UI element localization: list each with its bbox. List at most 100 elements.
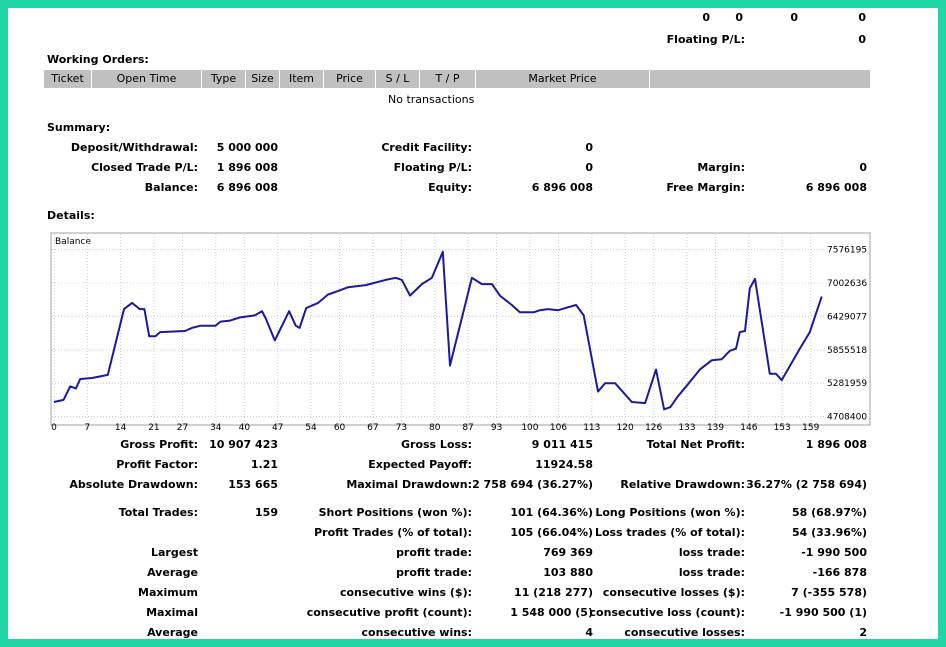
x-tick-label: 93 [491,423,502,430]
field-label: Maximal Drawdown: [346,478,472,491]
field-value: 54 (33.96%) [791,526,867,539]
x-tick-label: 67 [367,423,378,430]
y-tick-label: 7002636 [827,279,867,289]
column-header: Price [324,70,376,88]
x-tick-label: 54 [305,423,317,430]
field-value: 1 548 000 (5) [510,606,593,619]
x-tick-label: 133 [678,423,695,430]
field-label: Equity: [428,181,472,194]
x-tick-label: 80 [429,423,441,430]
field-value: 159 [255,506,278,519]
field-label: consecutive losses: [624,626,745,639]
x-tick-label: 126 [645,423,662,430]
field-label: loss trade: [678,566,745,579]
field-label: consecutive wins: [361,626,472,639]
field-label: Average [147,566,198,579]
column-header: Item [280,70,324,88]
y-tick-label: 7576195 [827,246,867,256]
field-value: 0 [859,161,867,174]
x-tick-label: 153 [774,423,791,430]
y-tick-label: 5281959 [827,379,867,389]
field-label: Floating P/L: [393,161,472,174]
field-label: Free Margin: [666,181,745,194]
balance-chart: Balance 4708400 5281959 5855518 6429077 7002… [50,232,871,430]
field-value: 58 (68.97%) [791,506,867,519]
section-title: Details: [47,209,95,222]
field-value: 7 (-355 578) [791,586,867,599]
field-label: Margin: [697,161,745,174]
chart-title: Balance [55,237,91,247]
field-label: Largest [151,546,198,559]
field-label: Loss trades (% of total): [594,526,745,539]
field-value: 105 (66.04%) [510,526,593,539]
y-tick-label: 5855518 [827,346,867,356]
balance-line [53,250,823,411]
field-value: 2 758 694 (36.27%) [472,478,593,491]
field-value: 2 [859,626,867,639]
field-value: 1 896 008 [216,161,278,174]
field-value: 1.21 [250,458,278,471]
field-value: 0 [585,141,593,154]
field-label: Absolute Drawdown: [69,478,198,491]
field-label: Maximal [146,606,198,619]
x-tick-label: 21 [148,423,159,430]
field-label: Profit Trades (% of total): [314,526,472,539]
field-value: 0 [585,161,593,174]
y-tick-label: 6429077 [827,312,867,322]
x-tick-label: 34 [210,423,222,430]
x-tick-label: 0 [51,423,57,430]
field-value: -1 990 500 (1) [779,606,867,619]
field-label: Short Positions (won %): [318,506,472,519]
field-label: consecutive profit (count): [306,606,472,619]
field-value: 769 369 [543,546,593,559]
field-value: 101 (64.36%) [510,506,593,519]
x-tick-label: 40 [239,423,251,430]
field-value: 11924.58 [535,458,593,471]
top-value: 0 [790,11,798,24]
field-value: 5 000 000 [216,141,278,154]
top-value: 0 [858,33,866,46]
chart-frame [50,232,871,426]
field-value: 153 665 [228,478,278,491]
x-tick-label: 73 [396,423,407,430]
x-tick-label: 120 [617,423,634,430]
column-header: T / P [420,70,476,88]
field-value: 9 011 415 [531,438,593,451]
top-label: Floating P/L: [666,33,745,46]
column-header: Type [202,70,246,88]
x-tick-label: 159 [802,423,819,430]
field-value: 6 896 008 [531,181,593,194]
field-label: Average [147,626,198,639]
field-label: Gross Loss: [401,438,472,451]
field-label: Long Positions (won %): [595,506,745,519]
x-tick-label: 14 [115,423,127,430]
x-tick-label: 47 [272,423,283,430]
field-label: Closed Trade P/L: [91,161,198,174]
field-label: Profit Factor: [116,458,198,471]
field-label: profit trade: [396,566,472,579]
field-label: profit trade: [396,546,472,559]
field-value: 6 896 008 [216,181,278,194]
column-header: Ticket [44,70,92,88]
field-label: Relative Drawdown: [620,478,745,491]
field-value: 6 896 008 [805,181,867,194]
field-value: 11 (218 277) [514,586,593,599]
y-tick-label: 4708400 [827,413,867,423]
field-label: Balance: [144,181,198,194]
field-value: 10 907 423 [209,438,278,451]
top-value: 0 [702,11,710,24]
x-tick-label: 100 [521,423,538,430]
field-value: 1 896 008 [805,438,867,451]
field-label: Deposit/Withdrawal: [70,141,198,154]
column-header: Market Price [476,70,650,88]
field-value: 4 [585,626,593,639]
top-value: 0 [735,11,743,24]
x-tick-label: 146 [740,423,757,430]
x-tick-label: 27 [177,423,188,430]
field-label: Gross Profit: [120,438,198,451]
x-tick-label: 87 [462,423,473,430]
column-header: Open Time [92,70,202,88]
field-label: Total Net Profit: [646,438,746,451]
field-value: 36.27% (2 758 694) [746,478,867,491]
